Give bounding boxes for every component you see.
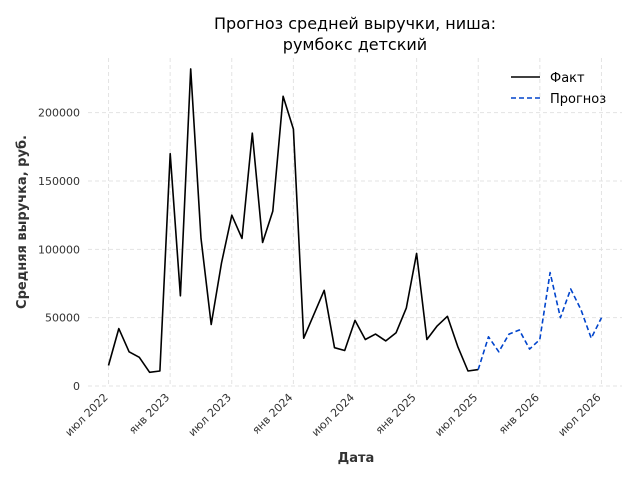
y-tick-label: 100000 xyxy=(38,243,80,256)
y-axis-label: Средняя выручка, руб. xyxy=(15,135,30,309)
x-tick-label: янв 2025 xyxy=(373,391,419,437)
series-line-fact xyxy=(107,68,479,374)
x-tick-label: июл 2025 xyxy=(432,391,480,439)
x-tick-label: июл 2024 xyxy=(309,391,357,439)
x-axis-label: Дата xyxy=(338,451,375,466)
grid-layer xyxy=(88,58,622,387)
x-tick-label: янв 2023 xyxy=(126,391,172,437)
x-tick-label: июл 2023 xyxy=(186,391,234,439)
x-tick-label: янв 2026 xyxy=(496,391,542,437)
x-tick-label: янв 2024 xyxy=(250,391,296,437)
y-tick-label: 150000 xyxy=(38,175,80,188)
chart-title-line1: Прогноз средней выручки, ниша: xyxy=(214,14,496,33)
x-tick-label: июл 2026 xyxy=(556,391,604,439)
y-tick-label: 200000 xyxy=(38,107,80,120)
chart-title-line2: румбокс детский xyxy=(283,35,427,54)
legend-label-forecast: Прогноз xyxy=(550,92,606,107)
y-tick-labels: 0 50000 100000 150000 200000 xyxy=(38,107,80,393)
x-tick-labels: июл 2022 янв 2023 июл 2023 янв 2024 июл 2024… xyxy=(63,391,604,439)
series-line-forecast xyxy=(477,271,603,370)
x-tick-label: июл 2022 xyxy=(63,391,111,439)
y-tick-label: 0 xyxy=(73,380,80,393)
legend: Факт Прогноз xyxy=(511,71,606,107)
legend-label-fact: Факт xyxy=(550,71,585,86)
y-tick-label: 50000 xyxy=(45,312,80,325)
series-layer xyxy=(107,68,603,374)
